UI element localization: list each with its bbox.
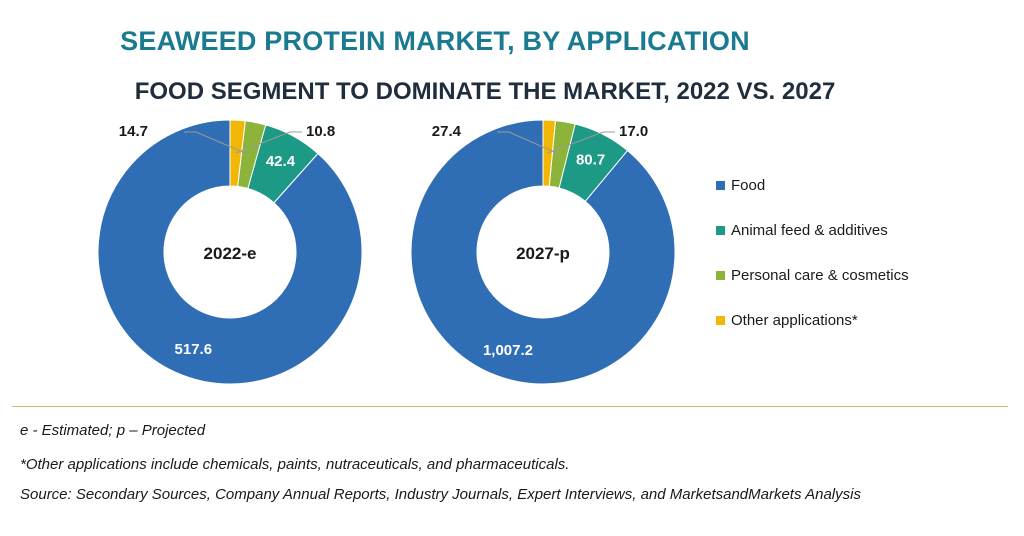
- chart-subtitle: FOOD SEGMENT TO DOMINATE THE MARKET, 202…: [134, 78, 836, 105]
- legend-item-food: Food: [716, 174, 909, 196]
- legend-label-other: Other applications*: [731, 311, 858, 329]
- slice-other: [542, 119, 556, 187]
- legend-swatch-other: [716, 315, 725, 325]
- legend-swatch-personal-care: [716, 270, 725, 280]
- leader-line-other: [547, 131, 615, 154]
- note-other-applications: *Other applications include chemicals, p…: [20, 456, 570, 473]
- data-label-personal-care: 14.7: [119, 123, 148, 140]
- chart-title: SEAWEED PROTEIN MARKET, BY APPLICATION: [120, 26, 750, 56]
- note-estimated-projected: e - Estimated; p – Projected: [20, 422, 206, 439]
- data-label-food: 1,007.2: [483, 342, 533, 359]
- data-label-other: 17.0: [619, 123, 648, 140]
- legend-label-personal-care: Personal care & cosmetics: [731, 266, 909, 284]
- slice-food: [97, 119, 363, 385]
- legend: Food Animal feed & additives Personal ca…: [716, 174, 909, 354]
- data-label-animal-feed: 80.7: [576, 151, 605, 168]
- legend-label-food: Food: [731, 176, 766, 194]
- legend-label-animal-feed: Animal feed & additives: [731, 221, 888, 239]
- donut-center-label: 2022-e: [204, 244, 257, 263]
- donut-chart-1: 2022-e 517.6 42.4 14.7 10.8: [97, 119, 363, 385]
- legend-item-animal-feed: Animal feed & additives: [716, 219, 909, 241]
- data-label-animal-feed: 42.4: [266, 153, 296, 170]
- legend-item-personal-care: Personal care & cosmetics: [716, 264, 909, 286]
- donut-chart-2: 2027-p 1,007.2 80.7 27.4 17.0: [410, 119, 676, 385]
- data-label-food: 517.6: [175, 341, 213, 358]
- donut-charts: 2022-e 517.6 42.4 14.7 10.8 2027-p 1,007.2 80.7…: [97, 119, 676, 385]
- note-source: Source: Secondary Sources, Company Annua…: [20, 486, 861, 503]
- donut-center-label: 2027-p: [516, 244, 570, 263]
- divider: [12, 406, 1008, 407]
- leader-line-other: [235, 131, 302, 154]
- slice-food: [410, 119, 676, 385]
- data-label-personal-care: 27.4: [432, 123, 462, 140]
- slice-other: [229, 119, 246, 187]
- legend-swatch-animal-feed: [716, 225, 725, 235]
- leader-line-personal-care: [497, 131, 560, 155]
- legend-item-other: Other applications*: [716, 309, 909, 331]
- leader-line-personal-care: [184, 131, 250, 156]
- data-label-other: 10.8: [306, 123, 335, 140]
- legend-swatch-food: [716, 180, 725, 190]
